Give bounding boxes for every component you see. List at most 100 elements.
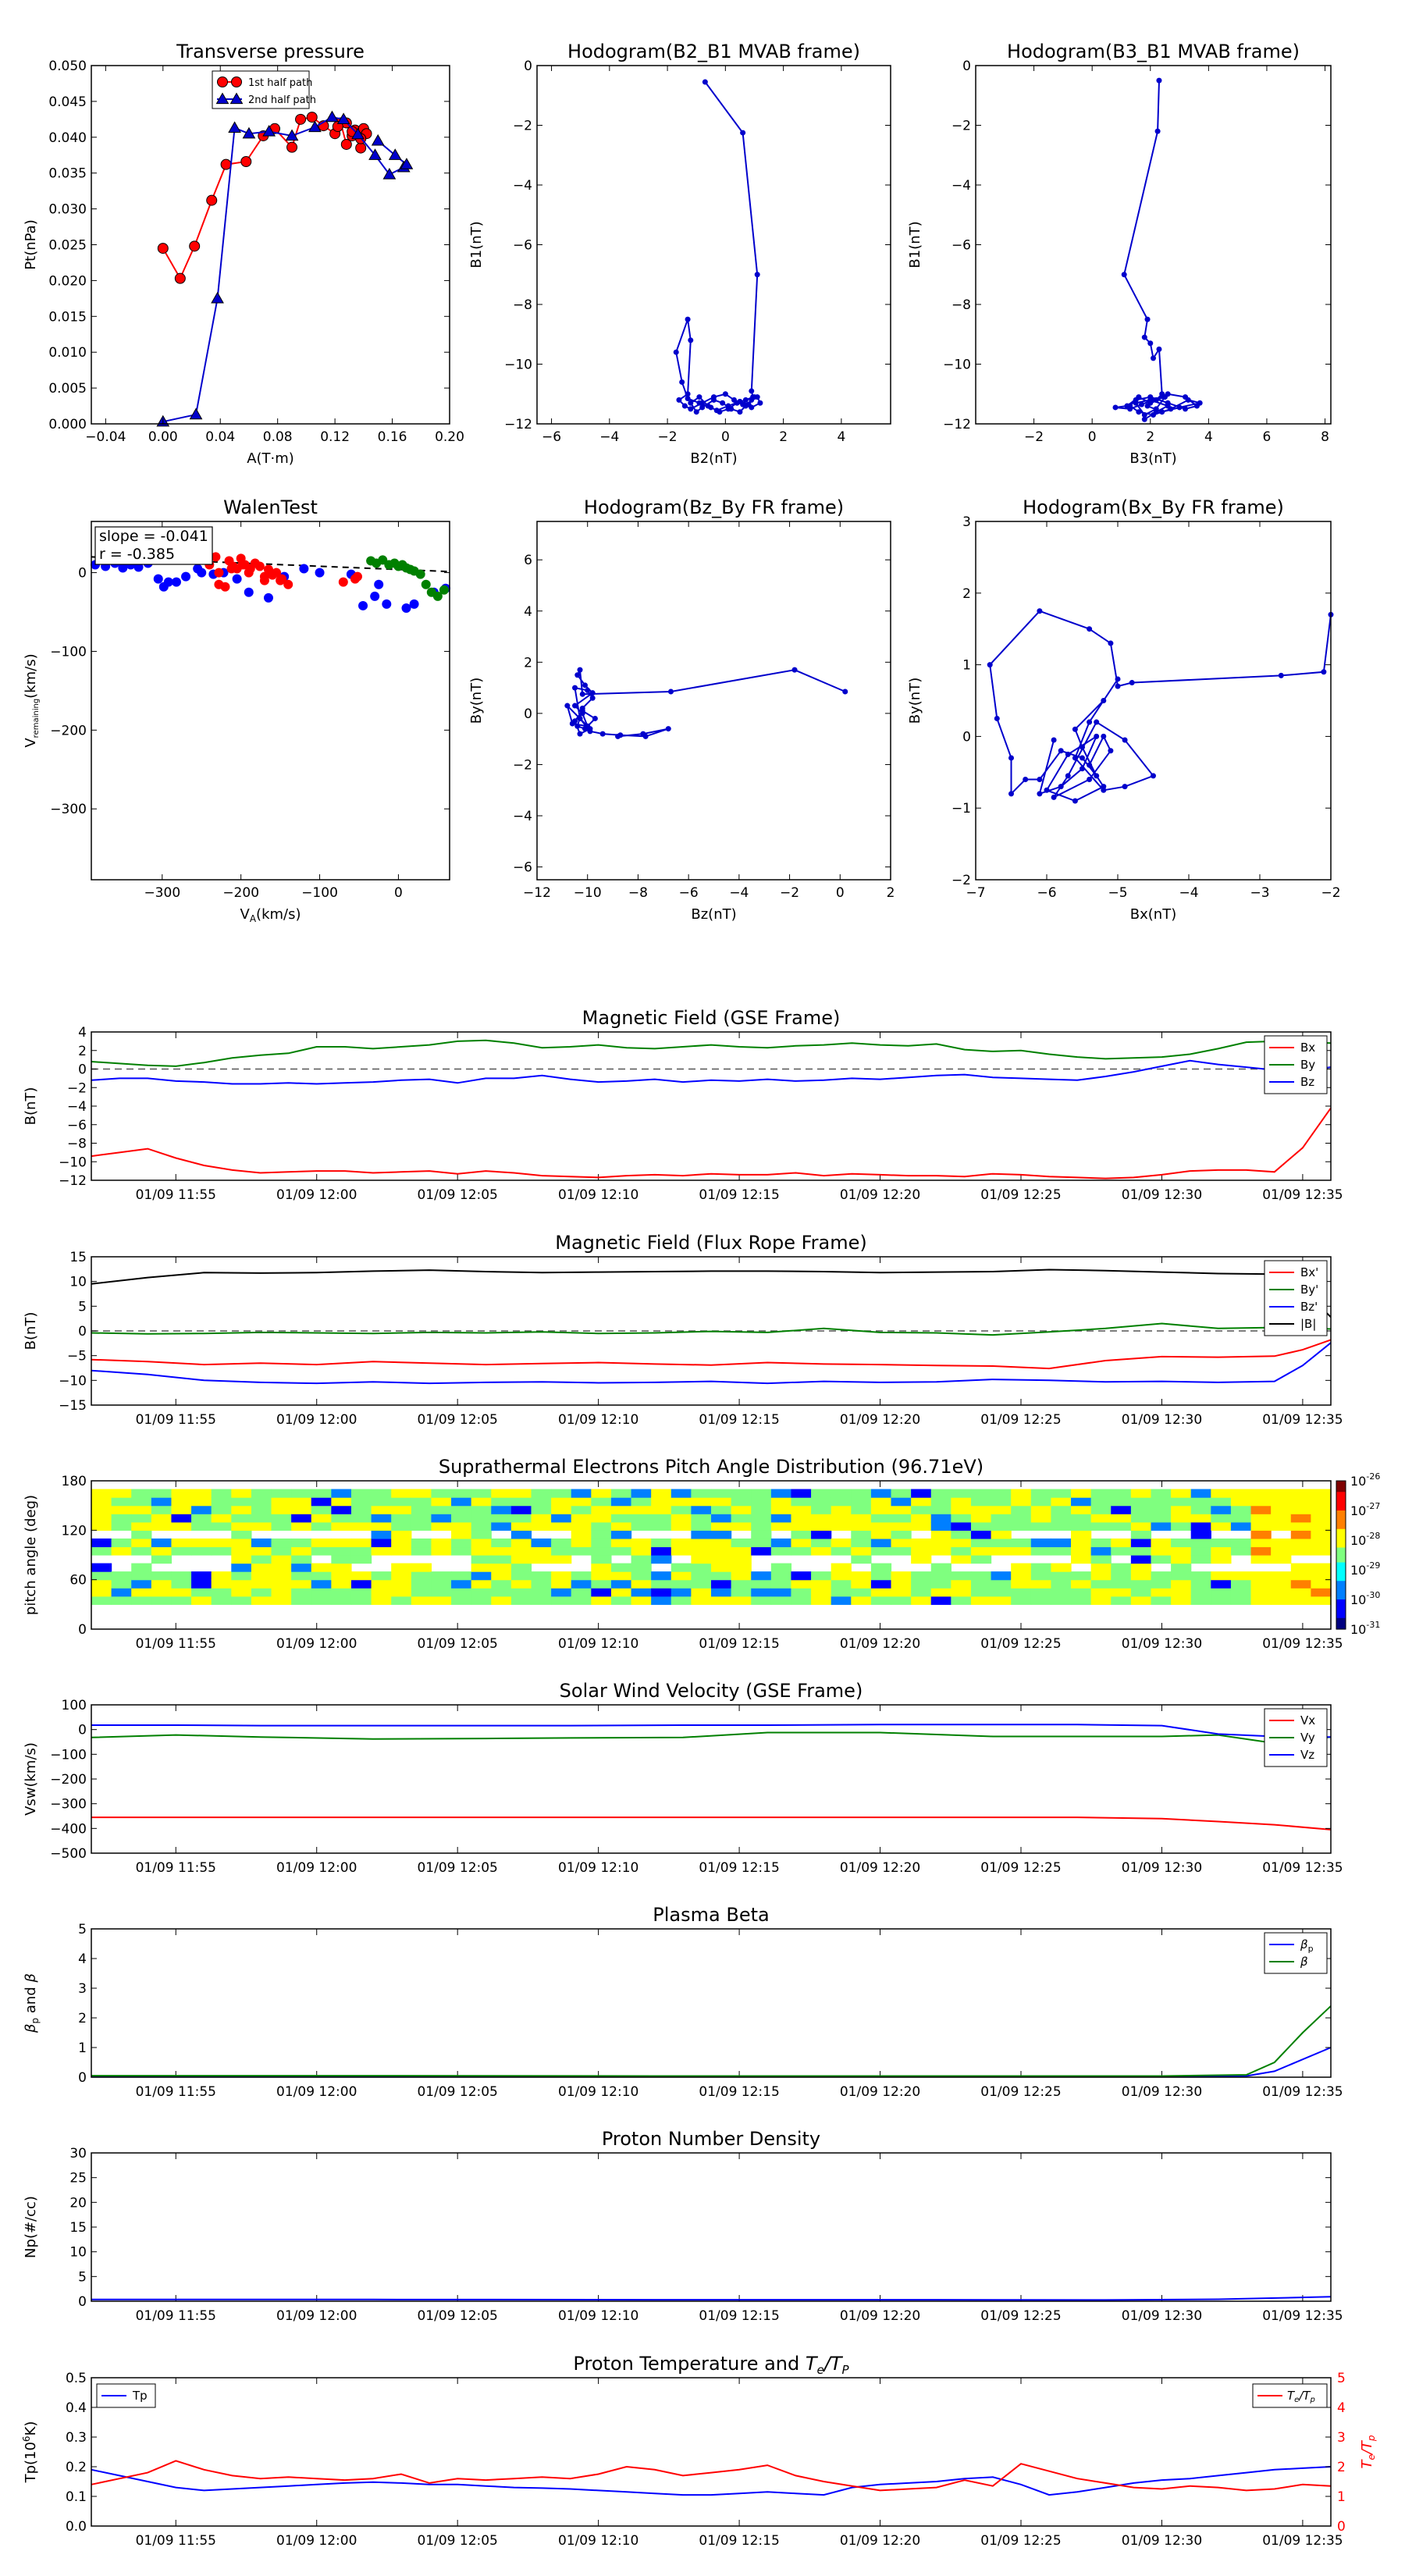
x-tick-label: 01/09 12:00: [276, 2533, 357, 2549]
heatmap-cell: [851, 1546, 872, 1556]
heatmap-cell: [91, 1514, 112, 1523]
heatmap-cell: [951, 1530, 972, 1539]
heatmap-cell: [751, 1505, 772, 1514]
plot-frame: [975, 65, 1332, 425]
y-right-axis-label: Te/Tp: [1359, 2435, 1377, 2468]
heatmap-cell: [571, 1571, 592, 1581]
series-line-0: [91, 2296, 1332, 2301]
heatmap-cell: [711, 1546, 732, 1556]
heatmap-cell: [670, 1579, 692, 1589]
heatmap-cell: [1311, 1505, 1332, 1514]
heatmap-cell: [331, 1514, 352, 1523]
heatmap-cell: [171, 1489, 192, 1498]
heatmap-cell: [1030, 1571, 1052, 1581]
heatmap-cell: [1030, 1538, 1052, 1548]
data-point: [1141, 334, 1147, 340]
data-point: [1122, 737, 1128, 743]
colorbar-tick-label: 10-28: [1350, 1531, 1380, 1548]
heatmap-cell: [991, 1596, 1012, 1605]
heatmap-cell: [1090, 1497, 1112, 1507]
data-point: [118, 563, 128, 573]
chart-walen: WalenTest −300 −200 −100 0 −300 −200 −100 0 slope…: [23, 496, 450, 924]
data-point: [705, 403, 711, 409]
heatmap-cell: [1130, 1489, 1152, 1498]
data-point: [693, 409, 699, 415]
y-tick-label: −2: [951, 873, 971, 888]
data-point: [306, 112, 318, 123]
colorbar-band: [1336, 1581, 1346, 1585]
heatmap-cell: [811, 1497, 832, 1507]
heatmap-cell: [711, 1588, 732, 1597]
data-point: [181, 571, 191, 582]
chart-mag_gse: Magnetic Field (GSE Frame) 01/09 11:55 01/…: [23, 1007, 1343, 1203]
heatmap-cell: [1030, 1489, 1052, 1498]
data-point: [1008, 791, 1014, 797]
data-point: [232, 574, 242, 584]
colorbar-band: [1336, 1514, 1346, 1519]
x-tick-label: 01/09 11:55: [136, 1636, 216, 1652]
legend-label: By': [1300, 1283, 1318, 1297]
x-tick-label: 01/09 12:35: [1262, 2533, 1343, 2549]
data-point: [987, 662, 993, 668]
data-point: [1161, 394, 1168, 400]
heatmap-cell: [1250, 1555, 1272, 1564]
legend-label: Vx: [1300, 1713, 1315, 1727]
heatmap-cell: [751, 1521, 772, 1531]
y-tick-label: 0: [78, 2294, 87, 2310]
data-point: [1087, 626, 1093, 632]
heatmap-cell: [231, 1497, 252, 1507]
heatmap-cell: [1171, 1497, 1192, 1507]
heatmap-cell: [970, 1521, 992, 1531]
data-point: [214, 568, 224, 578]
heatmap-cell: [531, 1546, 552, 1556]
y-tick-label: 0.035: [48, 166, 87, 182]
heatmap-cell: [711, 1530, 732, 1539]
heatmap-cell: [891, 1530, 912, 1539]
heatmap-cell: [631, 1588, 652, 1597]
heatmap-cell: [510, 1596, 532, 1605]
heatmap-cell: [670, 1563, 692, 1572]
chart-title: Magnetic Field (Flux Rope Frame): [555, 1232, 866, 1254]
colorbar-band: [1336, 1507, 1346, 1511]
heatmap-cell: [851, 1538, 872, 1548]
heatmap-cell: [711, 1505, 732, 1514]
data-point: [713, 407, 720, 414]
series-line-Bz: [91, 1059, 1332, 1085]
heatmap-cell: [951, 1505, 972, 1514]
y-tick-label: 10: [69, 2245, 87, 2261]
y-axis-label: By(nT): [907, 678, 923, 724]
heatmap-cell: [691, 1530, 712, 1539]
heatmap-cell: [411, 1497, 432, 1507]
heatmap-cell: [1211, 1489, 1232, 1498]
heatmap-cell: [1071, 1555, 1092, 1564]
heatmap-cell: [631, 1596, 652, 1605]
heatmap-cell: [951, 1514, 972, 1523]
heatmap-cell: [371, 1596, 392, 1605]
legend-label: Te/Tp: [1287, 2389, 1315, 2404]
heatmap-cell: [391, 1489, 412, 1498]
heatmap-cell: [610, 1505, 632, 1514]
x-tick-label: 01/09 12:15: [699, 1187, 779, 1203]
heatmap-cell: [431, 1596, 452, 1605]
heatmap-cell: [1250, 1588, 1272, 1597]
heatmap-cell: [831, 1497, 852, 1507]
heatmap-cell: [691, 1505, 712, 1514]
x-tick-label: 0.12: [320, 429, 350, 445]
heatmap-cell: [350, 1505, 372, 1514]
heatmap-cell: [851, 1588, 872, 1597]
heatmap-cell: [691, 1489, 712, 1498]
heatmap-cell: [91, 1538, 112, 1548]
x-tick-label: 01/09 12:30: [1122, 1860, 1202, 1876]
y-tick-label: 0.030: [48, 202, 87, 218]
heatmap-cell: [1030, 1596, 1052, 1605]
heatmap-cell: [870, 1579, 892, 1589]
heatmap-cell: [451, 1588, 472, 1597]
y-tick-label: −300: [50, 802, 87, 817]
colorbar-band: [1336, 1599, 1346, 1604]
data-point: [1087, 719, 1093, 725]
data-point: [1153, 397, 1159, 403]
y-axis-label: B1(nT): [907, 221, 923, 268]
data-point: [1080, 766, 1085, 772]
heatmap-cell: [911, 1555, 932, 1564]
legend-marker: [215, 92, 229, 105]
